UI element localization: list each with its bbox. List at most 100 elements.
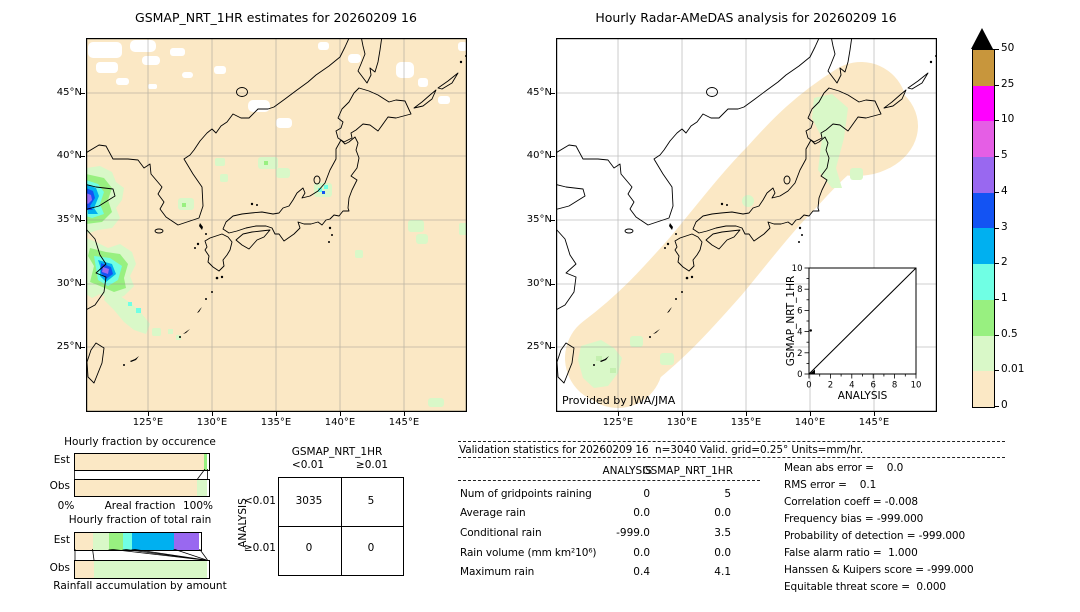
left-map-missing-data-patches <box>88 40 467 128</box>
occurrence-obs-label: Obs <box>49 480 70 492</box>
left-map-tick <box>81 156 85 157</box>
occurrence-connector <box>74 469 208 479</box>
map-credit: Provided by JWA/JMA <box>562 394 676 407</box>
inset-x-axis-label: ANALYSIS <box>838 390 888 402</box>
left-map-gsmap-estimates <box>86 38 467 412</box>
left-map-tick <box>340 412 341 416</box>
stats-row-gsmap-value: 3.5 <box>714 527 731 539</box>
stats-row-analysis-value: 0.4 <box>633 566 650 578</box>
colorbar-tick <box>995 49 999 50</box>
right-map-lat-35: 35°N <box>526 214 552 225</box>
inset-x-tick-labels: 0 2 4 6 8 10 <box>806 381 921 391</box>
stats-row-gsmap-value: 5 <box>724 487 731 500</box>
colorbar-band-5-10 <box>972 121 994 158</box>
contingency-divider <box>279 526 403 527</box>
left-map-lat-40: 40°N <box>56 150 82 161</box>
left-map-title: GSMAP_NRT_1HR estimates for 20260209 16 <box>135 10 417 25</box>
right-map-lat-30: 30°N <box>526 278 552 289</box>
stats-title: Validation statistics for 20260209 16 n=… <box>459 443 864 456</box>
colorbar-band-4-5 <box>972 157 994 193</box>
right-map-lat-25: 25°N <box>526 341 552 352</box>
occurrence-x0-label: 0% <box>57 500 75 512</box>
totalrain-xlabel: Rainfall accumulation by amount <box>53 580 227 592</box>
stats-row-label: Conditional rain <box>460 527 542 539</box>
inset-y-axis-label: GSMAP_NRT_1HR <box>785 276 797 367</box>
colorbar-bands <box>971 49 995 408</box>
stats-row-gsmap-value: 0.0 <box>714 507 731 519</box>
occurrence-obs-rain-segment <box>197 480 207 496</box>
contingency-cell-2-2: 0 <box>367 542 375 554</box>
metric-hanssen-kuipers: Hanssen & Kuipers score = -999.000 <box>784 563 974 576</box>
contingency-row1-label: <0.01 <box>243 495 276 507</box>
contingency-col-header: GSMAP_NRT_1HR <box>291 446 383 458</box>
totalrain-obs-label: Obs <box>49 562 70 574</box>
right-map-tick <box>874 412 875 416</box>
right-map-title: Hourly Radar-AMeDAS analysis for 2026020… <box>595 10 897 25</box>
colorbar-tick <box>995 227 999 229</box>
colorbar-band-0-001 <box>972 371 994 407</box>
right-map-lat-45: 45°N <box>526 87 552 98</box>
metric-equitable-threat: Equitable threat score = 0.000 <box>784 580 946 593</box>
right-map-tick <box>551 220 555 221</box>
colorbar-label-10: 10 <box>1001 113 1015 126</box>
inset-identity-line <box>808 267 917 375</box>
left-map-lon-140: 140°E <box>324 417 356 428</box>
colorbar-tick <box>995 120 999 122</box>
svg-text:10: 10 <box>792 264 803 274</box>
colorbar-tick <box>995 334 999 336</box>
right-map-tick <box>618 412 619 416</box>
totalrain-est-seg-2-3 <box>132 533 174 550</box>
colorbar-label-2: 2 <box>1001 256 1008 269</box>
svg-text:0: 0 <box>797 370 802 380</box>
colorbar-label-05: 0.5 <box>1001 327 1018 340</box>
totalrain-obs-bar <box>74 560 210 579</box>
totalrain-est-label: Est <box>53 534 70 546</box>
colorbar-tick <box>995 84 999 86</box>
left-map-gridlines <box>86 38 467 412</box>
svg-text:0: 0 <box>806 381 811 391</box>
svg-text:4: 4 <box>797 328 802 338</box>
colorbar-label-4: 4 <box>1001 184 1008 197</box>
colorbar-label-50: 50 <box>1001 42 1015 54</box>
inset-scatter-plot: 0 2 4 6 8 10 0 2 4 6 8 10 ANALYSIS GSMAP… <box>785 264 921 402</box>
left-map-tick <box>276 412 277 416</box>
svg-text:2: 2 <box>828 381 833 391</box>
svg-text:4: 4 <box>849 381 854 391</box>
colorbar-band-3-4 <box>972 192 994 229</box>
occurrence-x1-label: 100% <box>182 500 214 512</box>
left-map-lat-35: 35°N <box>56 214 82 225</box>
stats-row-analysis-value: 0.0 <box>633 507 650 519</box>
right-map-tick <box>551 284 555 285</box>
right-map-lon-145: 145°E <box>858 417 890 428</box>
left-map-tick <box>148 412 149 416</box>
stats-divider-header <box>458 480 760 481</box>
inset-data-points <box>809 369 815 374</box>
stats-row-analysis-value: 0.0 <box>633 546 650 559</box>
svg-text:8: 8 <box>797 285 802 295</box>
stats-row-label: Maximum rain <box>460 566 535 578</box>
left-map-lon-125: 125°E <box>132 417 164 428</box>
right-map-tick <box>551 156 555 157</box>
stats-row-label: Average rain <box>460 507 526 519</box>
left-map-tick <box>81 284 85 285</box>
colorbar-band-25-50 <box>972 50 994 86</box>
totalrain-obs-seg-001-05 <box>94 561 207 578</box>
stats-row-gsmap-value: 0.0 <box>714 546 731 559</box>
right-map-tick <box>810 412 811 416</box>
colorbar-label-1: 1 <box>1001 291 1008 304</box>
right-map-lon-135: 135°E <box>730 417 762 428</box>
svg-text:6: 6 <box>797 306 802 316</box>
totalrain-obs-seg-0-001 <box>75 561 94 578</box>
totalrain-est-bar <box>74 532 202 551</box>
colorbar-band-10-25 <box>972 85 994 122</box>
contingency-cell-1-1: 3035 <box>295 495 323 507</box>
left-map-tick <box>81 93 85 94</box>
colorbar-band-001-05 <box>972 335 994 372</box>
metric-false-alarm-ratio: False alarm ratio = 1.000 <box>784 546 918 559</box>
right-map-tick <box>746 412 747 416</box>
left-map-tick <box>404 412 405 416</box>
right-map-border <box>556 38 937 412</box>
colorbar-tick <box>995 406 999 407</box>
occurrence-est-bar <box>74 453 210 471</box>
